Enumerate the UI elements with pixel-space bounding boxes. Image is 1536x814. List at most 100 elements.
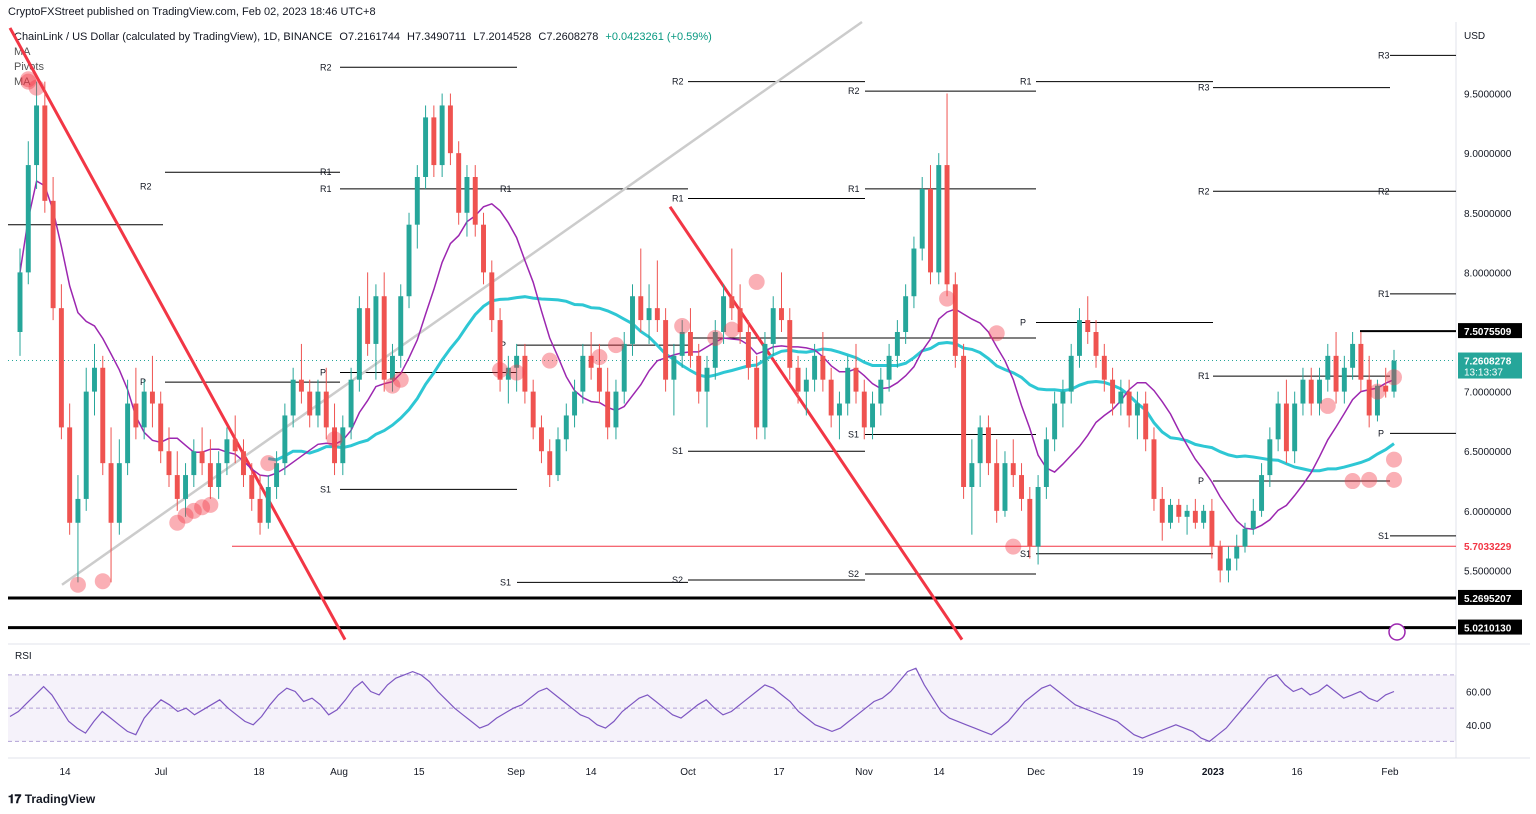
candle-body <box>654 308 660 321</box>
y-tick-label: 6.0000000 <box>1464 507 1512 518</box>
touch-marker <box>202 496 219 513</box>
touch-marker <box>1319 397 1336 414</box>
candle-body <box>381 296 387 380</box>
candle-body <box>216 463 222 487</box>
x-tick-label: 14 <box>585 767 597 778</box>
touch-marker <box>392 371 409 388</box>
candle-body <box>75 498 81 523</box>
y-tick-label: 8.5000000 <box>1464 209 1512 220</box>
x-tick-label: 16 <box>1291 767 1303 778</box>
candle-body <box>414 177 420 225</box>
candle-body <box>679 332 685 356</box>
candle-body <box>17 272 23 332</box>
x-tick-label: 18 <box>253 767 265 778</box>
candle-body <box>704 367 710 392</box>
price-change: +0.0423261 (+0.59%) <box>605 31 712 43</box>
ohlc-low: L7.2014528 <box>473 31 532 43</box>
price-label-text: 5.0210130 <box>1464 624 1512 635</box>
candle-body <box>108 463 114 523</box>
candle-body <box>1275 403 1281 440</box>
pivot-label: P <box>1198 476 1204 486</box>
candle-body <box>1267 439 1273 476</box>
pivot-label: R1 <box>320 167 332 177</box>
candle-body <box>1068 355 1074 392</box>
candle-body <box>853 367 859 392</box>
candle-body <box>481 224 486 273</box>
touch-marker <box>1386 471 1402 488</box>
pivot-label: R1 <box>1020 77 1032 87</box>
candle-body <box>1333 355 1339 392</box>
touch-marker <box>20 73 37 90</box>
candle-body <box>894 332 900 356</box>
candle-body <box>712 332 718 368</box>
x-tick-label: 17 <box>773 767 785 778</box>
candle-body <box>613 391 619 428</box>
candle-body <box>249 475 255 499</box>
pivot-label: S1 <box>500 577 511 587</box>
pivot-label: R2 <box>320 62 332 72</box>
candle-body <box>224 439 230 464</box>
candle-body <box>588 355 594 368</box>
ohlc-high: H7.3490711 <box>407 31 467 43</box>
touch-marker <box>591 349 608 366</box>
candle-body <box>1085 320 1091 332</box>
touch-marker <box>492 362 509 379</box>
candle-body <box>985 427 991 464</box>
candle-body <box>1391 360 1397 392</box>
pivot-label: P <box>1020 317 1026 327</box>
candle-body <box>1292 403 1298 452</box>
candle-body <box>530 391 536 428</box>
touch-marker <box>169 514 186 531</box>
rsi-panel-label: RSI <box>15 651 32 662</box>
candle-body <box>199 451 205 464</box>
candle-body <box>1077 320 1082 356</box>
touch-marker <box>988 325 1005 342</box>
price-label-box <box>1458 619 1522 635</box>
ma-line-purple <box>19 179 1395 530</box>
pivot-label: R2 <box>1198 186 1210 196</box>
pivot-label: P <box>500 340 506 350</box>
candle-body <box>265 487 271 523</box>
candle-body <box>1358 343 1364 380</box>
indicator-pivots[interactable]: Pivots <box>14 61 44 73</box>
candle-body <box>158 403 164 452</box>
candle-body <box>174 475 180 499</box>
touch-marker <box>326 431 343 448</box>
indicator-ma-2[interactable]: MA <box>14 75 716 90</box>
candle-body <box>1259 475 1265 511</box>
candle-body <box>605 391 611 428</box>
candle-body <box>1209 510 1215 547</box>
candle-body <box>298 379 304 392</box>
x-tick-label: Jul <box>155 767 168 778</box>
candle-body <box>977 427 983 464</box>
y-tick-label: 7.0000000 <box>1464 388 1512 399</box>
candle-body <box>348 379 354 428</box>
touch-marker <box>260 455 277 472</box>
tradingview-logo[interactable]: 𝟏𝟕 TradingView <box>8 792 96 806</box>
pivot-label: R1 <box>1198 371 1210 381</box>
candle-body <box>919 188 925 249</box>
candle-body <box>572 391 578 416</box>
price-label-text: 5.2695207 <box>1464 594 1512 605</box>
candle-body <box>290 379 296 416</box>
candle-body <box>1060 391 1066 404</box>
countdown-label: 13:13:37 <box>1464 368 1503 379</box>
candle-body <box>514 355 520 368</box>
candle-body <box>630 296 635 344</box>
candle-body <box>754 367 760 428</box>
candle-body <box>116 463 122 523</box>
currency-label: USD <box>1464 31 1485 42</box>
candle-body <box>803 379 809 392</box>
y-tick-label: 5.5000000 <box>1464 566 1512 577</box>
candle-body <box>1168 504 1173 523</box>
price-label-box <box>1458 538 1522 554</box>
pivot-label: R3 <box>1198 83 1210 93</box>
candle-body <box>1250 510 1256 529</box>
candle-body <box>696 355 702 392</box>
candle-body <box>497 320 503 380</box>
candle-body <box>737 308 743 332</box>
lightning-icon <box>1388 623 1406 641</box>
touch-marker <box>1386 451 1402 468</box>
candle-body <box>133 403 139 428</box>
